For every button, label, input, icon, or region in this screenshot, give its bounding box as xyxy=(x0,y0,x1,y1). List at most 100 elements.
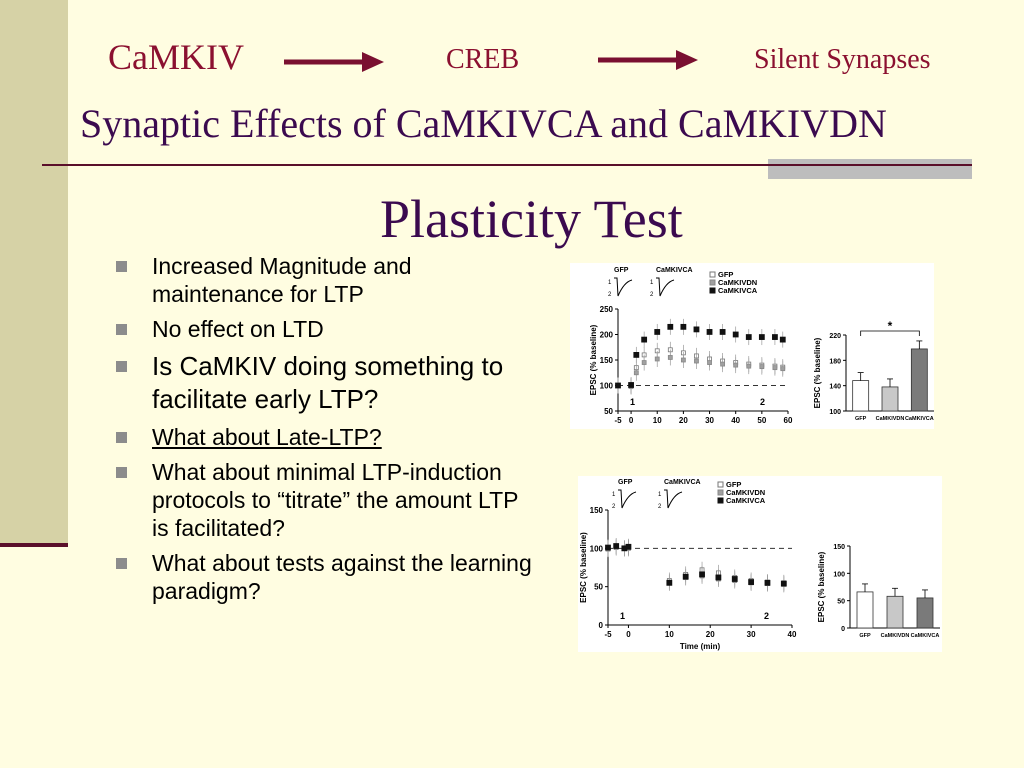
y-axis-label: EPSC (% baseline) xyxy=(579,532,588,603)
bullet-text: What about tests against the learning pa… xyxy=(152,550,532,604)
x-tick-label: 10 xyxy=(665,630,674,639)
left-accent-rule xyxy=(0,543,68,547)
data-point xyxy=(633,352,640,358)
data-point xyxy=(613,543,620,549)
data-point xyxy=(772,334,778,340)
bullet-list: Increased Magnitude and maintenance for … xyxy=(112,252,532,612)
x-tick-label: 50 xyxy=(757,416,766,425)
inset-category-label: GFP xyxy=(855,416,867,422)
legend-label: CaMKIVDN xyxy=(726,488,765,497)
figure-ltd: 0 50 100 150 -5 0 10 20 30 40 EPSC (% baseline) Tim… xyxy=(578,476,942,652)
figure-ltp: 50 100 150 200 250 -5 0 10 20 30 40 50 60 EPSC (% bas… xyxy=(570,263,934,429)
bullet-text: What about minimal LTP-induction protoco… xyxy=(152,459,519,541)
inset-y-tick-label: 180 xyxy=(829,358,841,365)
x-tick-label: 60 xyxy=(784,416,793,425)
bullet-text: Is CaMKIV doing something to facilitate … xyxy=(152,351,504,414)
x-tick-label: 40 xyxy=(731,416,740,425)
x-tick-label: 10 xyxy=(653,416,662,425)
pathway-creb: CREB xyxy=(446,44,520,75)
data-point xyxy=(667,355,673,360)
trace-label: CaMKIVCA xyxy=(656,267,693,274)
trace-mark: 1 xyxy=(658,492,662,498)
data-point xyxy=(654,329,661,335)
x-tick-label: -5 xyxy=(604,630,612,639)
trace-label: GFP xyxy=(618,479,633,486)
inset-y-tick-label: 0 xyxy=(841,626,845,633)
inset-category-label: CaMKIVCA xyxy=(911,633,940,639)
data-point xyxy=(625,543,632,550)
data-point xyxy=(759,364,765,370)
period-mark: 2 xyxy=(764,611,769,621)
trace-mark: 2 xyxy=(658,504,662,510)
inset-y-tick-label: 220 xyxy=(829,333,841,340)
data-point xyxy=(641,336,648,343)
y-tick-label: 250 xyxy=(600,305,614,314)
legend-marker xyxy=(709,287,716,294)
inset-y-tick-label: 100 xyxy=(829,409,841,416)
data-point xyxy=(780,580,787,587)
inset-bar xyxy=(852,380,870,412)
inset-y-axis-label: EPSC (% baseline) xyxy=(817,551,826,622)
x-tick-label: -5 xyxy=(614,416,622,425)
slide-subtitle: Synaptic Effects of CaMKIVCA and CaMKIVD… xyxy=(80,101,887,146)
bullet-text: Increased Magnitude and maintenance for … xyxy=(152,253,412,307)
legend-marker xyxy=(717,489,724,496)
inset-bar xyxy=(886,595,904,629)
trace-icon xyxy=(664,489,683,509)
bullet-item: No effect on LTD xyxy=(112,315,532,343)
data-point xyxy=(666,579,673,586)
data-point xyxy=(779,336,786,343)
inset-category-label: CaMKIVCA xyxy=(905,416,934,422)
legend-label: CaMKIVDN xyxy=(718,278,757,287)
y-axis-label: EPSC (% baseline) xyxy=(589,324,598,395)
bullet-text: What about Late-LTP? xyxy=(152,424,382,450)
x-tick-label: 30 xyxy=(747,630,756,639)
trace-icon xyxy=(618,489,637,509)
x-tick-label: 0 xyxy=(629,416,634,425)
inset-y-tick-label: 140 xyxy=(829,384,841,391)
data-point xyxy=(720,361,726,367)
y-tick-label: 100 xyxy=(590,544,604,553)
arrow-icon xyxy=(598,50,698,70)
bullet-item: What about tests against the learning pa… xyxy=(112,549,532,605)
data-point xyxy=(772,365,778,371)
data-point xyxy=(745,334,752,340)
data-point xyxy=(748,579,755,585)
trace-mark: 2 xyxy=(612,504,616,510)
bullet-square-icon xyxy=(116,261,127,272)
bullet-text: No effect on LTD xyxy=(152,316,324,342)
y-tick-label: 150 xyxy=(590,506,604,515)
x-tick-label: 40 xyxy=(788,630,797,639)
bullet-square-icon xyxy=(116,361,127,372)
inset-y-tick-label: 100 xyxy=(833,571,845,578)
trace-mark: 1 xyxy=(650,280,654,286)
header-rule-block xyxy=(768,159,972,179)
inset-y-tick-label: 150 xyxy=(833,544,845,551)
trace-icon xyxy=(656,277,675,297)
significance-star: * xyxy=(888,319,893,333)
y-tick-label: 150 xyxy=(600,356,614,365)
inset-bar xyxy=(881,386,899,412)
data-point xyxy=(654,356,660,362)
x-tick-label: 20 xyxy=(706,630,715,639)
inset-y-tick-label: 50 xyxy=(837,599,845,606)
data-point xyxy=(746,363,752,369)
bullet-square-icon xyxy=(116,558,127,569)
period-mark: 1 xyxy=(630,397,635,407)
data-point xyxy=(733,362,739,368)
data-point xyxy=(693,326,700,333)
bullet-item: What about minimal LTP-induction protoco… xyxy=(112,458,532,542)
bullet-item: Increased Magnitude and maintenance for … xyxy=(112,252,532,308)
inset-bar xyxy=(856,591,874,629)
inset-bar xyxy=(910,348,928,412)
data-point xyxy=(731,576,738,582)
y-tick-label: 50 xyxy=(594,583,603,592)
arrow-icon xyxy=(284,52,384,72)
left-accent-bar xyxy=(0,0,68,544)
trace-mark: 1 xyxy=(608,280,612,286)
period-mark: 1 xyxy=(620,611,625,621)
data-point xyxy=(707,360,712,365)
data-point xyxy=(682,573,689,580)
bullet-item[interactable]: What about Late-LTP? xyxy=(112,423,532,451)
